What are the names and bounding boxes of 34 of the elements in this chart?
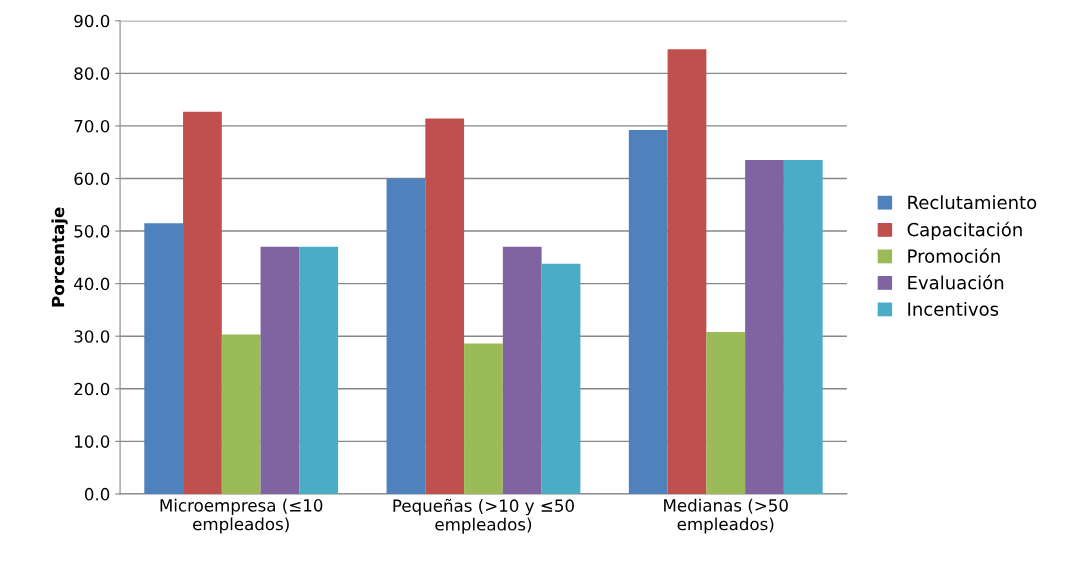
legend-label: Reclutamiento <box>908 195 1037 210</box>
y-tick-label: 60.0 <box>74 172 110 186</box>
bar <box>706 331 746 494</box>
bar <box>628 130 668 494</box>
legend-label: Incentivos <box>908 301 999 316</box>
bar <box>667 49 707 494</box>
bar <box>425 118 465 494</box>
y-tick-label: 80.0 <box>74 67 110 80</box>
bar <box>502 246 542 494</box>
x-tick-label: Pequeñas (>10 y ≤50 empleados) <box>393 498 574 534</box>
x-tick-label: Medianas (>50 empleados) <box>664 498 788 534</box>
y-tick-label: 0.0 <box>84 487 110 501</box>
bar <box>541 263 581 494</box>
bar <box>386 178 426 494</box>
bar <box>464 343 503 494</box>
bar <box>221 334 261 494</box>
y-tick-label: 50.0 <box>74 225 110 238</box>
legend-label: Evaluación <box>908 274 1004 290</box>
bar <box>299 246 339 494</box>
bar <box>144 223 184 494</box>
bar <box>260 246 300 494</box>
bar <box>745 160 784 494</box>
x-tick-label: Microempresa (≤10 empleados) <box>160 498 323 534</box>
y-tick-label: 30.0 <box>74 330 110 343</box>
y-tick-label: 90.0 <box>74 14 110 28</box>
bar <box>183 111 222 494</box>
y-axis-title: Porcentaje <box>51 207 68 307</box>
y-tick-label: 10.0 <box>75 435 110 448</box>
legend-label: Promoción <box>908 248 1000 263</box>
bar <box>783 160 823 494</box>
y-tick-label: 40.0 <box>74 277 110 291</box>
y-tick-label: 70.0 <box>74 119 110 133</box>
y-tick-label: 20.0 <box>74 382 110 396</box>
legend-label: Capacitación <box>907 221 1022 240</box>
